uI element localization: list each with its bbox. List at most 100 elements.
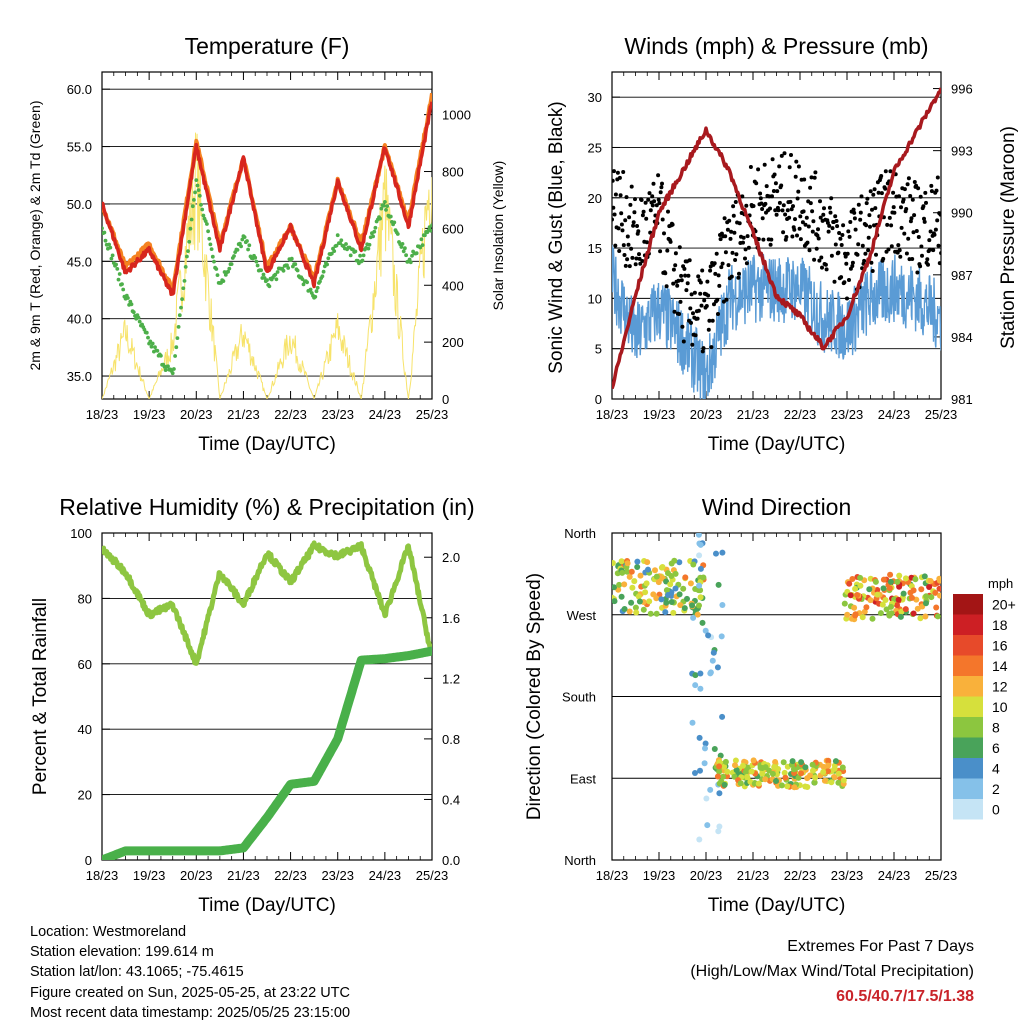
gust-point: [867, 213, 872, 218]
dewpoint-point: [245, 239, 249, 243]
x-tick-label: 20/23: [180, 868, 213, 883]
dewpoint-point: [339, 238, 344, 243]
dewpoint-point: [179, 305, 183, 310]
gust-point: [731, 204, 736, 209]
direction-point: [840, 777, 847, 784]
gust-point: [650, 203, 655, 208]
panel-3: Relative Humidity (%) & Precipitation (i…: [30, 494, 475, 916]
dewpoint-point: [207, 236, 212, 241]
gust-point: [756, 237, 761, 242]
gust-point: [937, 261, 941, 266]
gust-point: [729, 229, 734, 234]
dewpoint-point: [399, 245, 404, 249]
gust-point: [652, 199, 657, 204]
gust-point: [683, 273, 688, 278]
gust-point: [852, 210, 857, 215]
gust-point: [612, 212, 617, 217]
direction-point: [744, 773, 751, 780]
gust-point: [696, 274, 701, 279]
gust-point: [807, 248, 812, 253]
gust-point: [727, 218, 732, 223]
direction-point: [645, 566, 651, 573]
gust-point: [689, 292, 694, 297]
gust-point: [795, 233, 799, 238]
direction-point: [716, 768, 723, 775]
gust-point: [934, 188, 939, 193]
dewpoint-point: [214, 267, 219, 271]
gust-point: [700, 268, 705, 273]
direction-point: [923, 600, 929, 607]
direction-point: [681, 605, 688, 612]
gust-point: [677, 312, 682, 316]
dewpoint-point: [381, 203, 386, 208]
x-tick-label: 25/23: [416, 868, 449, 883]
gust-point: [673, 263, 678, 268]
gust-point: [879, 174, 884, 178]
direction-point: [689, 719, 696, 726]
y-axis-label: Sonic Wind & Gust (Blue, Black): [546, 101, 567, 373]
gust-point: [617, 175, 622, 180]
x-tick-label: 20/23: [180, 407, 213, 422]
direction-point: [902, 606, 909, 613]
gust-point: [826, 229, 831, 234]
gust-point: [612, 217, 614, 222]
gust-point: [796, 189, 801, 194]
gust-point: [783, 212, 788, 217]
dewpoint-point: [344, 242, 348, 246]
direction-point: [642, 589, 649, 596]
direction-point: [844, 611, 851, 618]
gust-point: [897, 248, 902, 253]
gust-point: [794, 159, 799, 164]
direction-point: [718, 633, 725, 640]
gust-point: [744, 203, 749, 208]
x-tick-label: 21/23: [227, 868, 260, 883]
gust-point: [693, 333, 698, 338]
direction-point: [866, 586, 873, 593]
dewpoint-point: [215, 273, 220, 277]
gust-point: [891, 205, 896, 210]
gust-point: [801, 209, 806, 214]
data-layer: [102, 92, 432, 399]
y-tick-label: 10: [588, 291, 602, 306]
direction-point: [696, 602, 702, 609]
y-tick-label: 15: [588, 241, 602, 256]
dewpoint-point: [358, 253, 362, 258]
gust-point: [710, 318, 715, 323]
gust-point: [810, 209, 815, 214]
gust-point: [810, 229, 815, 234]
dewpoint-point: [259, 268, 263, 273]
gust-point: [787, 215, 792, 220]
panel-title: Winds (mph) & Pressure (mb): [624, 33, 928, 59]
direction-point: [709, 657, 716, 664]
gust-point: [734, 252, 739, 257]
gust-point: [883, 169, 888, 174]
direction-point: [759, 765, 766, 771]
y-tick-label: 20: [588, 191, 602, 206]
direction-point: [643, 580, 650, 587]
direction-point: [900, 590, 907, 597]
x-tick-label: 24/23: [878, 407, 911, 422]
direction-point: [849, 576, 856, 582]
gust-point: [662, 231, 666, 236]
gust-point: [938, 212, 941, 217]
gust-point: [833, 214, 838, 219]
direction-point: [702, 745, 708, 752]
gust-point: [860, 243, 865, 248]
x-tick-label: 18/23: [86, 407, 119, 422]
y2-tick-label: 1000: [442, 108, 471, 123]
direction-point: [650, 591, 657, 598]
gust-point: [879, 191, 884, 196]
y2-tick-label: 993: [951, 144, 973, 159]
direction-point: [612, 598, 618, 605]
gust-point: [779, 183, 784, 188]
gust-point: [828, 210, 833, 215]
gust-point: [866, 235, 871, 240]
dewpoint-point: [126, 296, 130, 300]
gust-point: [704, 304, 709, 308]
y2-axis-label: Station Pressure (Maroon): [998, 126, 1019, 349]
panel-4: Wind Direction 18/23 19/23 20/23 21/23 22/23 2…: [524, 494, 1016, 916]
gust-point: [802, 177, 807, 182]
direction-point: [846, 580, 853, 587]
panel-1: Temperature (F) 18/23 19/23 20/23 21/23 22/23…: [27, 33, 506, 455]
gust-point: [821, 212, 826, 217]
